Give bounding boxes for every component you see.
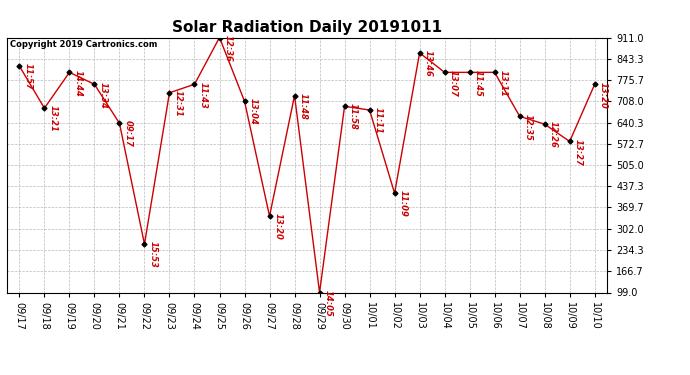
- Text: 14:05: 14:05: [324, 290, 333, 316]
- Text: 12:26: 12:26: [549, 122, 558, 148]
- Text: 12:35: 12:35: [524, 114, 533, 140]
- Text: Radiation  (W/m2): Radiation (W/m2): [609, 9, 690, 18]
- Text: 13:46: 13:46: [424, 50, 433, 77]
- Text: 09:17: 09:17: [124, 120, 132, 147]
- Text: 13:27: 13:27: [574, 139, 583, 165]
- Text: 13:34: 13:34: [99, 81, 108, 108]
- Text: 11:43: 11:43: [199, 81, 208, 108]
- Text: 11:57: 11:57: [23, 63, 32, 90]
- Text: 11:48: 11:48: [299, 93, 308, 120]
- Text: 11:58: 11:58: [348, 104, 357, 130]
- Text: 11:09: 11:09: [399, 190, 408, 217]
- Text: 13:04: 13:04: [248, 99, 257, 125]
- Text: 11:45: 11:45: [474, 70, 483, 96]
- Text: 13:07: 13:07: [448, 70, 457, 96]
- Text: 15:53: 15:53: [148, 242, 157, 268]
- Text: 13:21: 13:21: [48, 105, 57, 132]
- Text: 13:20: 13:20: [274, 213, 283, 240]
- Text: Copyright 2019 Cartronics.com: Copyright 2019 Cartronics.com: [10, 40, 157, 49]
- Text: 13:20: 13:20: [599, 81, 608, 108]
- Text: 12:36: 12:36: [224, 35, 233, 62]
- Text: 13:11: 13:11: [499, 70, 508, 96]
- Text: 12:31: 12:31: [174, 90, 183, 117]
- Text: 11:11: 11:11: [374, 107, 383, 134]
- Text: 14:44: 14:44: [74, 70, 83, 96]
- Title: Solar Radiation Daily 20191011: Solar Radiation Daily 20191011: [172, 20, 442, 35]
